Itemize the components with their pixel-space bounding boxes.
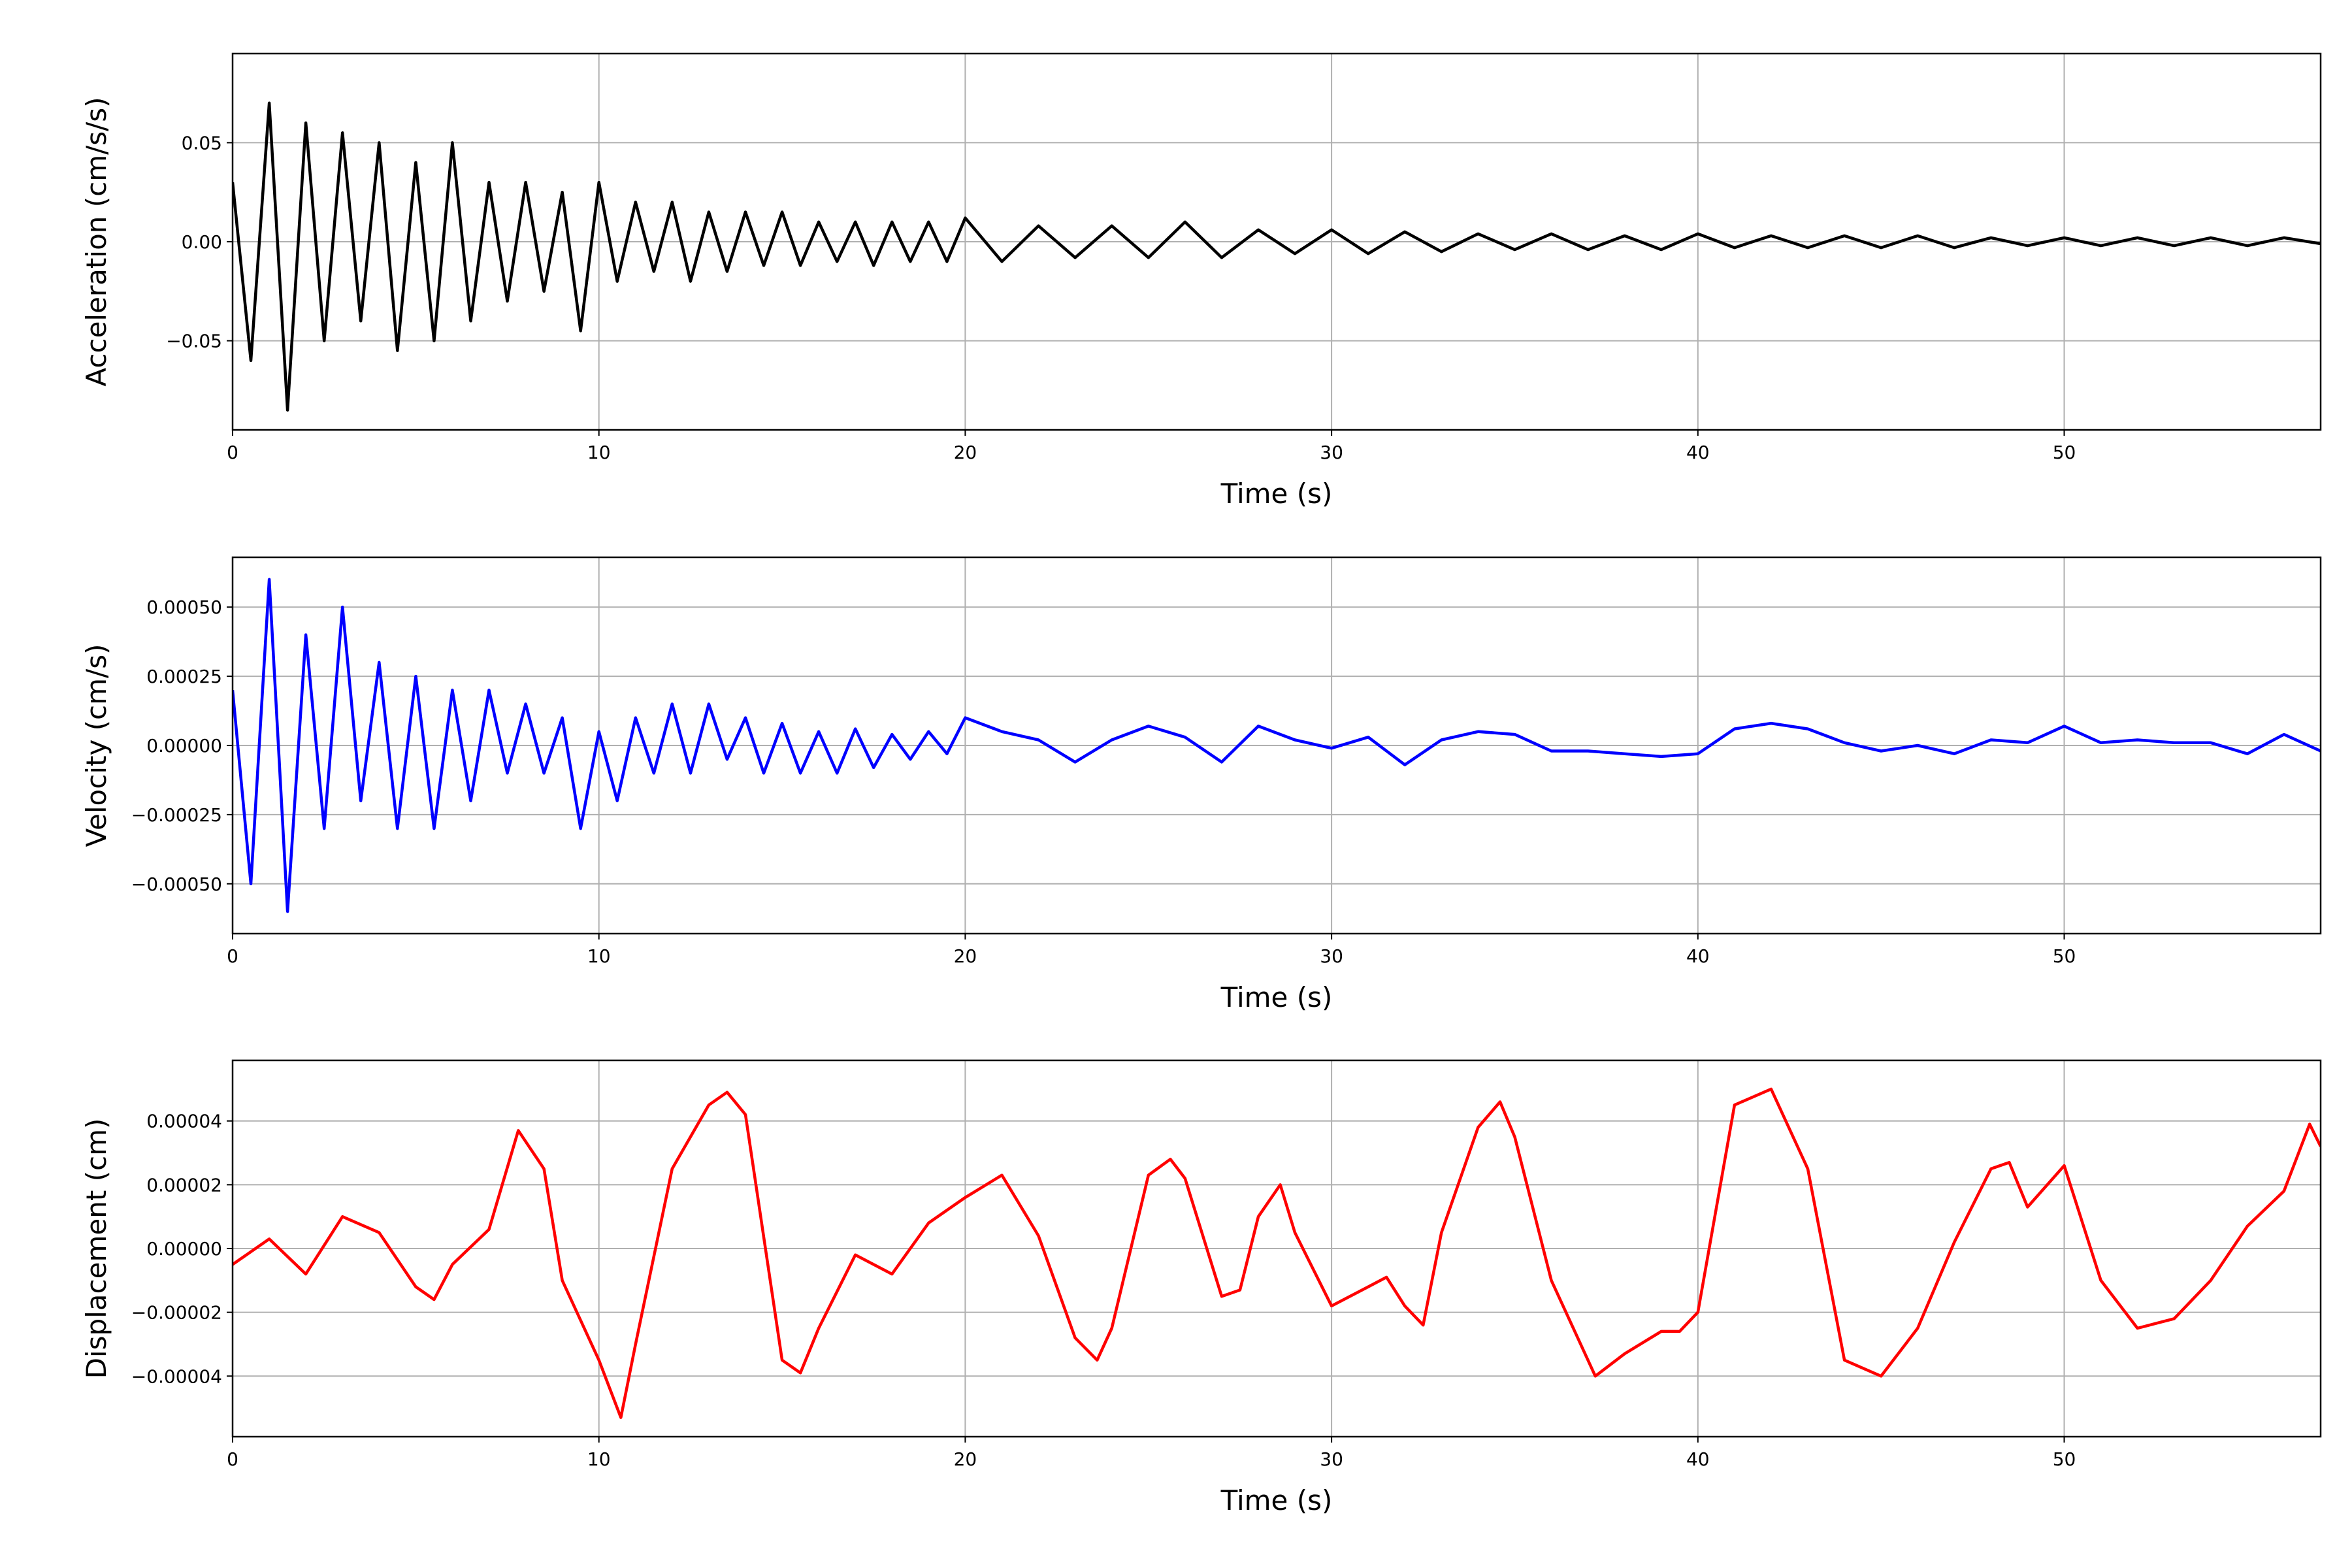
y-tick-label: −0.00025 (131, 804, 222, 826)
y-tick-label: 0.00004 (146, 1111, 222, 1132)
y-axis-label: Acceleration (cm/s/s) (80, 97, 112, 386)
x-axis-label: Time (s) (1220, 1484, 1333, 1516)
plot-frame (231, 1059, 2322, 1438)
y-tick-label: 0.00002 (146, 1174, 222, 1196)
x-tick-label: 20 (954, 442, 977, 463)
data-line (233, 101, 2321, 412)
y-tick-label: −0.00002 (131, 1302, 222, 1324)
y-tick-label: 0.00000 (146, 1238, 222, 1260)
x-tick-label: 50 (2053, 442, 2076, 463)
x-tick-label: 10 (587, 442, 611, 463)
data-line (233, 578, 2321, 913)
y-tick-label: 0.00050 (146, 596, 222, 618)
x-tick-label: 30 (1320, 945, 1343, 967)
y-tick-label: 0.00 (182, 231, 222, 253)
x-tick-label: 0 (227, 1448, 238, 1470)
y-tick-label: −0.00050 (131, 874, 222, 895)
x-tick-label: 0 (227, 442, 238, 463)
x-axis-label: Time (s) (1220, 478, 1333, 510)
x-tick-label: 10 (587, 1448, 611, 1470)
y-tick-label: 0.05 (182, 132, 222, 154)
x-tick-label: 40 (1686, 442, 1710, 463)
data-line (233, 1087, 2321, 1419)
x-tick-label: 50 (2053, 1448, 2076, 1470)
plot-frame (231, 556, 2322, 935)
y-axis-label: Velocity (cm/s) (80, 644, 112, 847)
x-tick-label: 30 (1320, 1448, 1343, 1470)
y-axis-label: Displacement (cm) (80, 1119, 112, 1379)
x-tick-label: 0 (227, 945, 238, 967)
y-tick-label: 0.00000 (146, 735, 222, 757)
x-tick-label: 10 (587, 945, 611, 967)
plot-frame (231, 52, 2322, 431)
plot-area (233, 578, 2321, 913)
y-tick-label: −0.05 (166, 331, 222, 352)
plot-area (233, 101, 2321, 412)
x-tick-label: 40 (1686, 945, 1710, 967)
x-tick-label: 50 (2053, 945, 2076, 967)
x-tick-label: 20 (954, 945, 977, 967)
plot-area (233, 1087, 2321, 1419)
x-tick-label: 20 (954, 1448, 977, 1470)
x-tick-label: 30 (1320, 442, 1343, 463)
x-axis-label: Time (s) (1220, 981, 1333, 1013)
x-tick-label: 40 (1686, 1448, 1710, 1470)
y-tick-label: 0.00025 (146, 666, 222, 687)
y-tick-label: −0.00004 (131, 1365, 222, 1387)
